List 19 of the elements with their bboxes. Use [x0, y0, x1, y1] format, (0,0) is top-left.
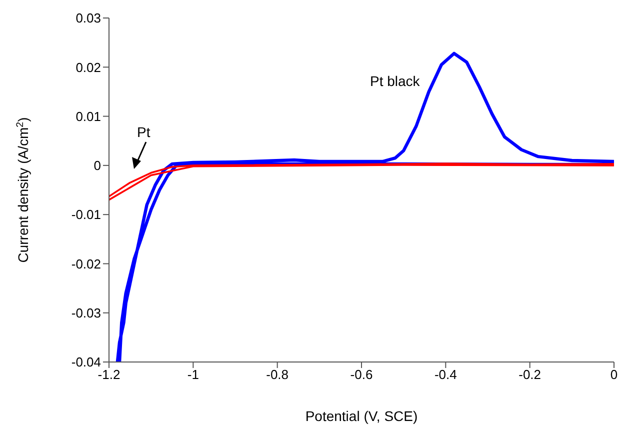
annotation: Pt: [137, 124, 150, 140]
line-series: [109, 162, 614, 201]
x-tick-label: -1.2: [98, 367, 120, 382]
y-tick-label: -0.03: [71, 305, 101, 320]
y-tick-label: -0.02: [71, 256, 101, 272]
x-axis-title: Potential (V, SCE): [305, 408, 418, 424]
x-tick-label: -0.6: [350, 367, 373, 382]
y-tick-label: -0.01: [71, 207, 101, 222]
y-tick-label: -0.04: [71, 354, 101, 370]
x-tick-label: 0: [610, 367, 618, 382]
y-tick-label: 0.03: [76, 10, 101, 26]
y-tick-label: 0.01: [76, 108, 101, 124]
y-tick-label: 0.02: [76, 60, 101, 75]
y-tick-label: 0: [94, 158, 101, 174]
x-tick-label: -0.8: [266, 367, 289, 382]
x-tick-label: -0.4: [434, 367, 457, 382]
x-tick-label: -1: [187, 367, 199, 382]
x-tick-label: -0.2: [518, 367, 542, 382]
annotation: Pt black: [370, 73, 421, 89]
